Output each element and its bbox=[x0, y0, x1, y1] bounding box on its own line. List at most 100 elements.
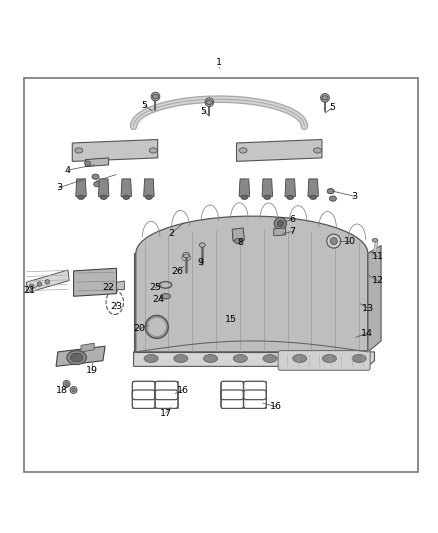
Polygon shape bbox=[121, 179, 131, 197]
Text: 14: 14 bbox=[361, 328, 373, 337]
Polygon shape bbox=[99, 179, 109, 197]
Text: 17: 17 bbox=[159, 409, 172, 418]
Circle shape bbox=[205, 98, 214, 107]
Ellipse shape bbox=[314, 148, 321, 153]
Polygon shape bbox=[76, 179, 86, 197]
Ellipse shape bbox=[200, 243, 205, 247]
Circle shape bbox=[330, 238, 337, 245]
FancyBboxPatch shape bbox=[278, 351, 370, 370]
Circle shape bbox=[277, 221, 283, 227]
Circle shape bbox=[63, 381, 70, 387]
Ellipse shape bbox=[322, 354, 336, 362]
Ellipse shape bbox=[92, 174, 99, 179]
Polygon shape bbox=[144, 179, 154, 197]
Polygon shape bbox=[368, 246, 381, 352]
Ellipse shape bbox=[327, 189, 334, 194]
Text: 3: 3 bbox=[352, 192, 358, 201]
Ellipse shape bbox=[123, 195, 130, 199]
Text: 6: 6 bbox=[290, 215, 296, 224]
Text: 13: 13 bbox=[362, 304, 374, 313]
Ellipse shape bbox=[145, 195, 152, 199]
Ellipse shape bbox=[85, 161, 91, 165]
Text: 5: 5 bbox=[201, 107, 207, 116]
Ellipse shape bbox=[67, 351, 86, 365]
Polygon shape bbox=[134, 253, 368, 352]
Text: 20: 20 bbox=[133, 324, 145, 333]
Ellipse shape bbox=[241, 195, 248, 199]
Ellipse shape bbox=[239, 148, 247, 153]
Ellipse shape bbox=[233, 354, 247, 362]
Text: 26: 26 bbox=[171, 267, 184, 276]
Circle shape bbox=[70, 386, 77, 393]
Circle shape bbox=[72, 388, 75, 392]
Text: 10: 10 bbox=[344, 237, 357, 246]
Ellipse shape bbox=[204, 354, 218, 362]
Polygon shape bbox=[237, 140, 322, 161]
Text: 24: 24 bbox=[152, 295, 165, 304]
Polygon shape bbox=[239, 179, 250, 197]
Ellipse shape bbox=[372, 238, 378, 242]
Text: 21: 21 bbox=[24, 286, 36, 295]
Text: 7: 7 bbox=[290, 227, 296, 236]
Polygon shape bbox=[72, 140, 158, 161]
Text: 22: 22 bbox=[102, 283, 115, 292]
Ellipse shape bbox=[264, 195, 271, 199]
Ellipse shape bbox=[287, 195, 294, 199]
Circle shape bbox=[327, 234, 341, 248]
Text: 4: 4 bbox=[65, 166, 71, 175]
Ellipse shape bbox=[206, 100, 212, 104]
Ellipse shape bbox=[75, 148, 83, 153]
Text: 18: 18 bbox=[56, 385, 68, 394]
Text: 1: 1 bbox=[216, 58, 222, 67]
Text: 8: 8 bbox=[237, 238, 243, 247]
Polygon shape bbox=[285, 179, 296, 197]
Text: 11: 11 bbox=[371, 252, 384, 261]
Text: 16: 16 bbox=[177, 385, 189, 394]
Circle shape bbox=[151, 92, 160, 101]
Polygon shape bbox=[274, 228, 286, 236]
Text: 3: 3 bbox=[56, 183, 62, 192]
Text: 16: 16 bbox=[270, 402, 282, 411]
Text: 12: 12 bbox=[371, 276, 384, 285]
Polygon shape bbox=[134, 352, 374, 366]
Polygon shape bbox=[56, 346, 105, 366]
Ellipse shape bbox=[293, 354, 307, 362]
Polygon shape bbox=[81, 343, 94, 352]
Text: 2: 2 bbox=[168, 229, 174, 238]
Ellipse shape bbox=[144, 354, 158, 362]
Ellipse shape bbox=[329, 196, 336, 201]
Circle shape bbox=[321, 93, 329, 102]
Text: 5: 5 bbox=[329, 103, 335, 112]
Polygon shape bbox=[262, 179, 272, 197]
Ellipse shape bbox=[183, 253, 189, 258]
Polygon shape bbox=[232, 228, 244, 241]
Circle shape bbox=[29, 284, 34, 288]
Circle shape bbox=[65, 382, 68, 386]
Polygon shape bbox=[117, 281, 124, 290]
Polygon shape bbox=[74, 268, 117, 296]
Ellipse shape bbox=[234, 238, 242, 244]
Polygon shape bbox=[85, 158, 109, 167]
Text: 19: 19 bbox=[86, 366, 98, 375]
Text: 23: 23 bbox=[110, 302, 122, 311]
Ellipse shape bbox=[352, 354, 366, 362]
Polygon shape bbox=[26, 270, 69, 293]
Ellipse shape bbox=[71, 353, 83, 362]
Ellipse shape bbox=[263, 354, 277, 362]
Ellipse shape bbox=[174, 354, 188, 362]
Polygon shape bbox=[136, 216, 368, 352]
Polygon shape bbox=[308, 179, 318, 197]
Ellipse shape bbox=[152, 94, 159, 99]
Ellipse shape bbox=[78, 195, 85, 199]
Circle shape bbox=[37, 282, 42, 286]
Circle shape bbox=[274, 217, 286, 230]
Circle shape bbox=[45, 280, 49, 284]
Ellipse shape bbox=[161, 294, 170, 299]
Ellipse shape bbox=[149, 148, 157, 153]
Ellipse shape bbox=[100, 195, 107, 199]
Ellipse shape bbox=[310, 195, 317, 199]
Text: 9: 9 bbox=[198, 257, 204, 266]
Text: 15: 15 bbox=[225, 316, 237, 325]
Text: 5: 5 bbox=[141, 101, 148, 110]
Text: 25: 25 bbox=[149, 283, 162, 292]
